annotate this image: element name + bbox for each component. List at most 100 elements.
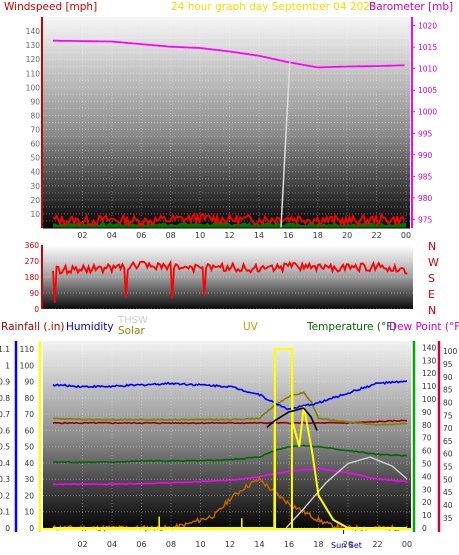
panel2-plot-background [43,245,413,309]
panel3-x-tick-label: 16 [284,540,294,549]
panel3-x-tick-label: 10 [195,540,205,549]
humidity-tick-label: 110 [20,345,35,354]
rainfall-tick-label: 1.1 [0,345,10,354]
thsw-legend-label: THSW [117,315,148,326]
rainfall-tick-label: 0.5 [0,443,10,452]
temperature-tick-label: 90 [422,408,432,417]
humidity-tick-label: 30 [24,475,34,484]
rainfall-tick-label: 0.7 [0,410,10,419]
humidity-tick-label: 60 [24,426,34,435]
temperature-tick-label: 40 [422,472,432,481]
humidity-axis-title: Humidity [66,321,114,333]
panel3-x-tick-label: 06 [136,540,146,549]
panel1-x-tick-label: 08 [166,231,176,240]
windspeed-tick-label: 110 [26,69,41,78]
dewpoint-tick-label: 95 [443,360,453,369]
panel1-x-tick-label: 20 [342,231,352,240]
thsw-peak-line [266,407,318,431]
humidity-tick-label: 40 [24,459,34,468]
panel1-x-tick-label: 10 [195,231,205,240]
panel3-x-tick-label: 02 [77,540,87,549]
rainfall-tick-label: 0 [5,524,10,533]
temperature-tick-label: 120 [422,369,437,378]
panel1-x-tick-label: 14 [254,231,264,240]
panel3-x-tick-label: 04 [107,540,117,549]
windspeed-tick-label: 50 [30,154,40,163]
temperature-tick-label: 100 [422,395,437,404]
dewpoint-tick-label: 100 [443,347,458,356]
windspeed-tick-label: 90 [30,97,40,106]
humidity-tick-label: 10 [24,508,34,517]
panel1-x-tick-label: 02 [77,231,87,240]
panel3-x-tick-label: 08 [166,540,176,549]
temperature-tick-label: 130 [422,356,437,365]
rainfall-tick-label: 0.8 [0,394,10,403]
thsw-series-line [52,391,408,426]
humidity-series-line [52,380,408,411]
temperature-tick-label: 20 [422,498,432,507]
temperature-series-line [52,444,408,464]
direction-tick-label: 360 [25,241,40,250]
direction-tick-label: 180 [25,273,40,282]
direction-tick-label: 270 [25,257,40,266]
dewpoint-tick-label: 80 [443,398,453,407]
barometer-axis-title: Barometer [mb] [369,1,453,13]
temperature-tick-label: 60 [422,447,432,456]
barometer-tick-label: 990 [418,151,433,160]
panel3-x-tick-label: 20 [343,540,353,549]
direction-tick-label: 90 [29,289,39,298]
barometer-tick-label: 1000 [418,108,437,117]
panel1-x-tick-label: 06 [136,231,146,240]
barometer-tick-label: 995 [418,129,433,138]
temperature-tick-label: 70 [422,434,432,443]
dewpoint-tick-label: 70 [443,424,453,433]
dewpoint-tick-label: 45 [443,488,453,497]
rainfall-tick-label: 0.6 [0,426,10,435]
sun-elevation-series-line [285,456,408,529]
panel1-x-tick-label: 18 [313,231,323,240]
rainfall-axis-title: Rainfall (.in) [1,321,64,333]
windspeed-axis-title: Windspeed [mph] [4,1,97,13]
rainfall-tick-label: 0.9 [0,378,10,387]
windspeed-tick-label: 140 [26,27,41,36]
panel3-x-tick-label: 00 [402,540,412,549]
windspeed-tick-label: 20 [30,196,40,205]
direction-tick-label: 0 [34,305,39,314]
panel1-x-tick-label: 12 [224,231,234,240]
humidity-tick-label: 50 [24,443,34,452]
windspeed-tick-label: 120 [26,55,41,64]
dewpoint-tick-label: 60 [443,450,453,459]
direction-letter-w: W [428,256,439,269]
humidity-tick-label: 90 [24,378,34,387]
humidity-tick-label: 0 [29,524,34,533]
temperature-tick-label: 140 [422,343,437,352]
panel1-x-tick-label: 22 [371,231,381,240]
humidity-tick-label: 70 [24,410,34,419]
panel3-x-tick-label: 22 [372,540,382,549]
wind-direction-series-line [52,259,408,303]
solar-legend-label: Solar [118,325,145,337]
uv-series-line [53,348,407,529]
temperature-tick-label: 50 [422,460,432,469]
barometer-tick-label: 1010 [418,65,437,74]
dewpoint-tick-label: 40 [443,501,453,510]
windspeed-tick-label: 100 [26,83,41,92]
barometer-tick-label: 1015 [418,43,437,52]
uv-legend-label: UV [243,321,259,333]
windspeed-tick-label: 60 [30,140,40,149]
temperature-tick-label: 0 [422,524,427,533]
dewpoint-tick-label: 35 [443,514,453,523]
dewpoint-axis-title: Dew Point (°F) [389,321,459,333]
panel3-x-tick-label: 14 [254,540,264,549]
temperature-tick-label: 80 [422,421,432,430]
windspeed-series-line [52,212,406,228]
panel3-x-tick-label: 12 [225,540,235,549]
windspeed-tick-label: 30 [30,182,40,191]
rainfall-tick-label: 0.3 [0,475,10,484]
dewpoint-tick-label: 65 [443,437,453,446]
temperature-tick-label: 10 [422,511,432,520]
panel1-plot-background [43,17,410,228]
panel1-x-tick-label: 00 [401,231,411,240]
time-cursor-line [280,62,291,229]
